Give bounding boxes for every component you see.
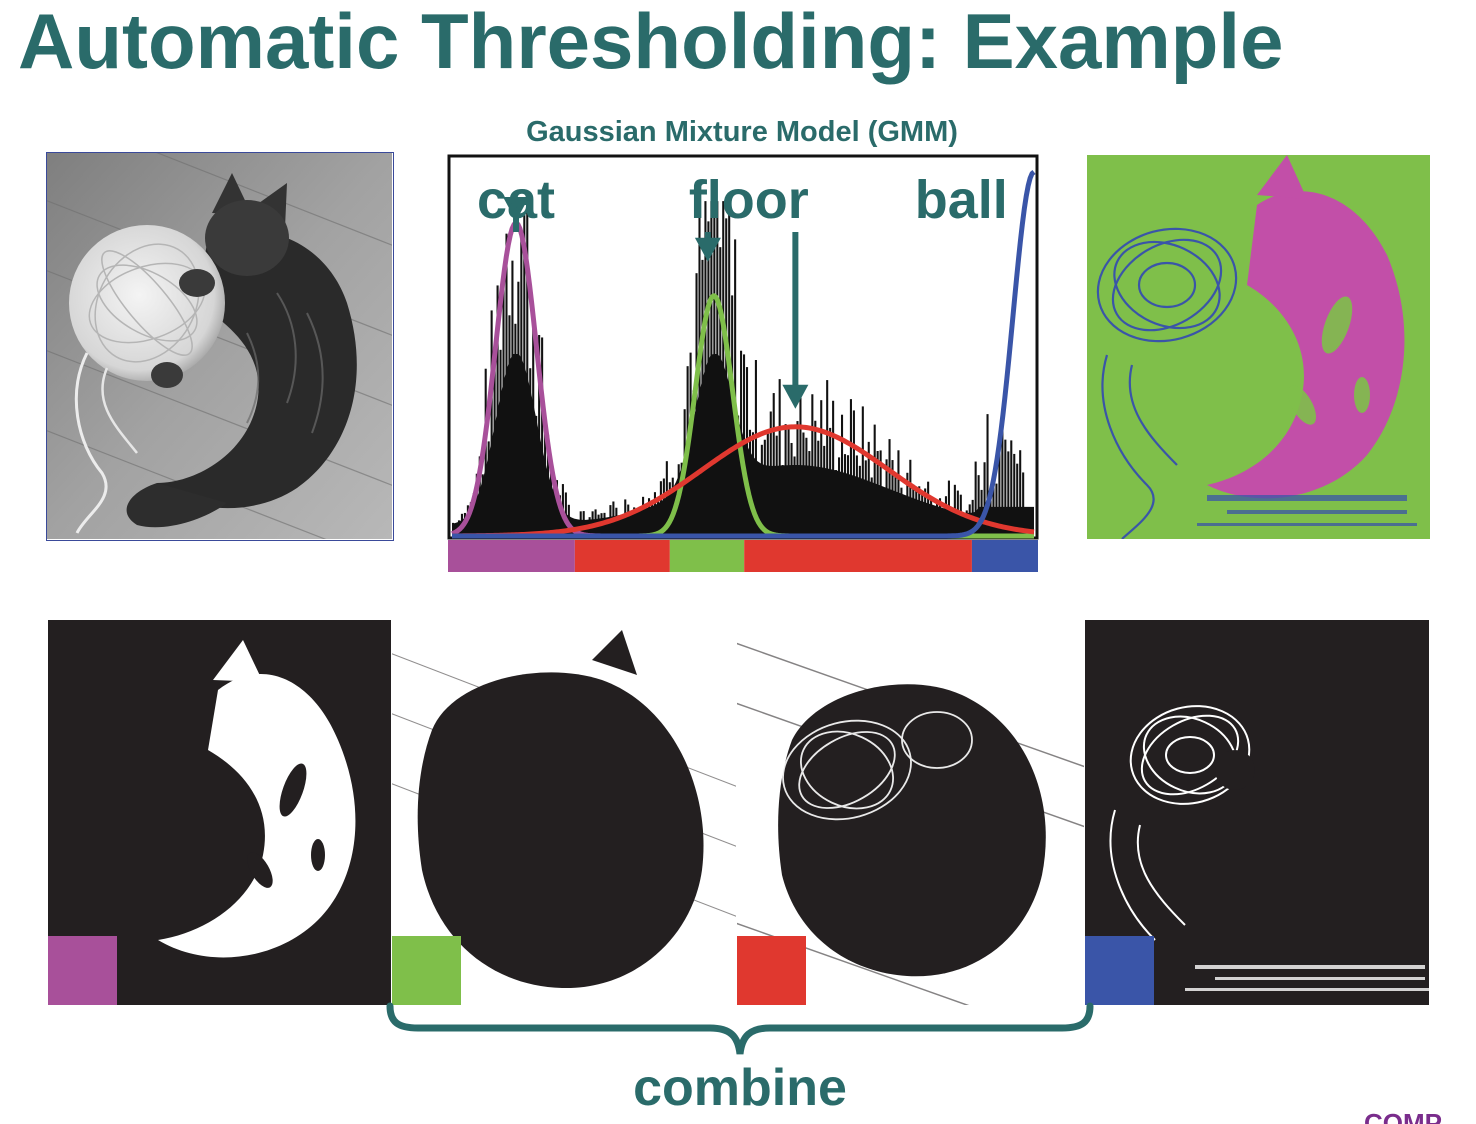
- annotation-label-cat: cat: [477, 170, 555, 230]
- footer-mark: COMP: [1364, 1108, 1442, 1124]
- histogram-bar: [778, 379, 781, 536]
- mask-floor-light: [392, 620, 736, 1005]
- original-photo-illustration: [47, 153, 393, 540]
- combine-brace: [386, 1002, 1094, 1055]
- gmm-curve-floor-dark: [451, 424, 1035, 539]
- histogram-bar: [826, 380, 829, 536]
- histogram-bar: [861, 406, 864, 536]
- histogram-bar: [1022, 472, 1025, 536]
- histogram-bar: [977, 475, 980, 536]
- histogram-bar: [986, 414, 989, 536]
- histogram-bar: [1004, 439, 1007, 536]
- mask-cat-illustration: [158, 640, 356, 958]
- original-photo: [46, 152, 394, 541]
- histogram-bar: [1013, 453, 1016, 536]
- histogram-bar: [734, 239, 737, 536]
- mask-ball-illustration: [1109, 705, 1429, 991]
- histogram-bar: [754, 360, 757, 536]
- class-band: [971, 540, 1038, 572]
- class-bands: [448, 540, 1038, 572]
- combine-label: combine: [633, 1059, 847, 1117]
- histogram-bar: [541, 337, 544, 536]
- gmm-histogram-chart: cat floor ball: [447, 154, 1039, 572]
- annotation-arrowhead: [503, 196, 530, 221]
- histogram-bar: [832, 400, 835, 536]
- histogram-bar: [1007, 451, 1010, 536]
- histogram-bar: [873, 424, 876, 536]
- histogram-bar: [772, 393, 775, 536]
- segmented-image-illustration: [1087, 155, 1430, 539]
- histogram-bar: [983, 462, 986, 536]
- histogram-bar: [526, 201, 529, 536]
- annotation-label-ball: ball: [915, 170, 1008, 230]
- histogram-bar: [974, 461, 977, 536]
- histogram-bar: [888, 439, 891, 536]
- class-band: [574, 540, 670, 572]
- histogram-bar: [811, 394, 814, 536]
- gmm-title: Gaussian Mixture Model (GMM): [526, 116, 958, 148]
- annotation-arrows: [503, 196, 809, 409]
- mask-cat: [48, 620, 391, 1005]
- histogram-bar: [849, 399, 852, 536]
- histogram-bar: [1016, 463, 1019, 536]
- gmm-curve-ball: [451, 170, 1036, 539]
- mask-swatch-cat: [48, 936, 117, 1005]
- mask-swatch-floor-dark: [737, 936, 806, 1005]
- segmented-image: [1087, 155, 1430, 539]
- mask-swatch-floor-light: [392, 936, 461, 1005]
- mask-floor-dark: [737, 620, 1084, 1005]
- mask-swatch-ball: [1085, 936, 1154, 1005]
- annotation-label-floor: floor: [689, 170, 809, 230]
- class-band: [669, 540, 745, 572]
- annotation-arrowhead: [782, 384, 809, 409]
- annotation-arrowhead: [694, 237, 721, 262]
- histogram-bar: [1001, 408, 1004, 536]
- histogram-bar: [852, 410, 855, 536]
- histogram-bar: [1010, 440, 1013, 536]
- slide-title: Automatic Thresholding: Example: [18, 0, 1284, 85]
- histogram-bar: [490, 310, 493, 536]
- histogram-bar: [695, 273, 698, 536]
- histogram-bar: [1019, 450, 1022, 536]
- gmm-curves: [451, 170, 1036, 539]
- histogram-bar: [799, 385, 802, 536]
- mask-ball: [1085, 620, 1429, 1005]
- annotation-labels: cat floor ball: [477, 170, 1008, 230]
- class-band: [448, 540, 575, 572]
- histogram-bar: [998, 439, 1001, 536]
- class-band: [744, 540, 972, 572]
- histogram-bar: [484, 368, 487, 536]
